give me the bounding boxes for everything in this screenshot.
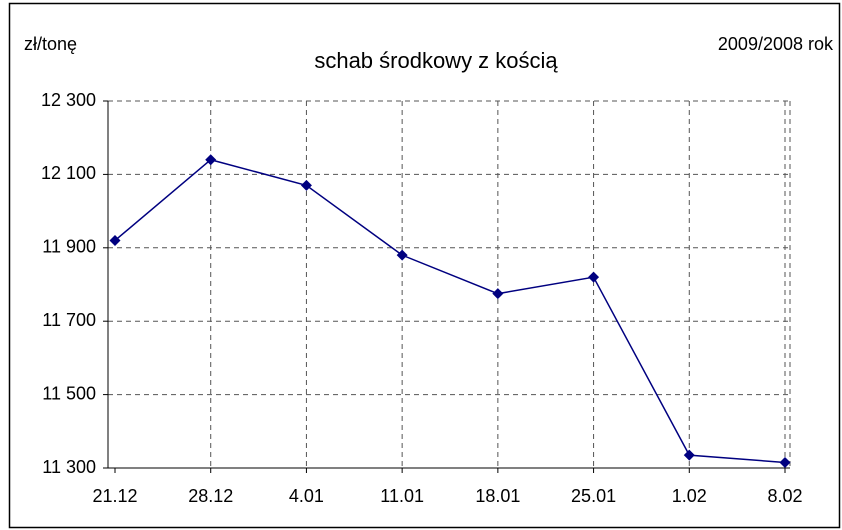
x-tick-label: 25.01 [571,486,616,506]
data-point [683,449,695,461]
data-point [205,154,217,166]
x-tick-label: 18.01 [475,486,520,506]
chart-title: schab środkowy z kością [314,48,558,73]
y-tick-label: 11 700 [42,310,96,330]
x-tick-label: 11.01 [380,486,424,506]
x-tick-label: 28.12 [188,486,233,506]
data-point [492,288,504,300]
y-tick-label: 12 300 [41,90,96,110]
data-line [114,158,786,464]
period-label: 2009/2008 rok [718,34,834,54]
data-point [396,249,408,261]
x-tick-label: 1.02 [672,486,707,506]
x-tick-label: 21.12 [92,486,137,506]
data-point [300,179,312,191]
y-tick-label: 11 300 [42,457,96,477]
chart-frame [8,2,841,529]
data-point [779,456,791,468]
x-tick-label: 8.02 [767,486,802,506]
x-tick-label: 4.01 [289,486,324,506]
y-axis-label: zł/tonę [24,34,77,54]
data-point [109,234,121,246]
y-tick-label: 11 900 [42,237,96,257]
y-tick-label: 11 500 [42,383,96,403]
y-tick-label: 12 100 [41,163,96,183]
data-point [588,271,600,283]
